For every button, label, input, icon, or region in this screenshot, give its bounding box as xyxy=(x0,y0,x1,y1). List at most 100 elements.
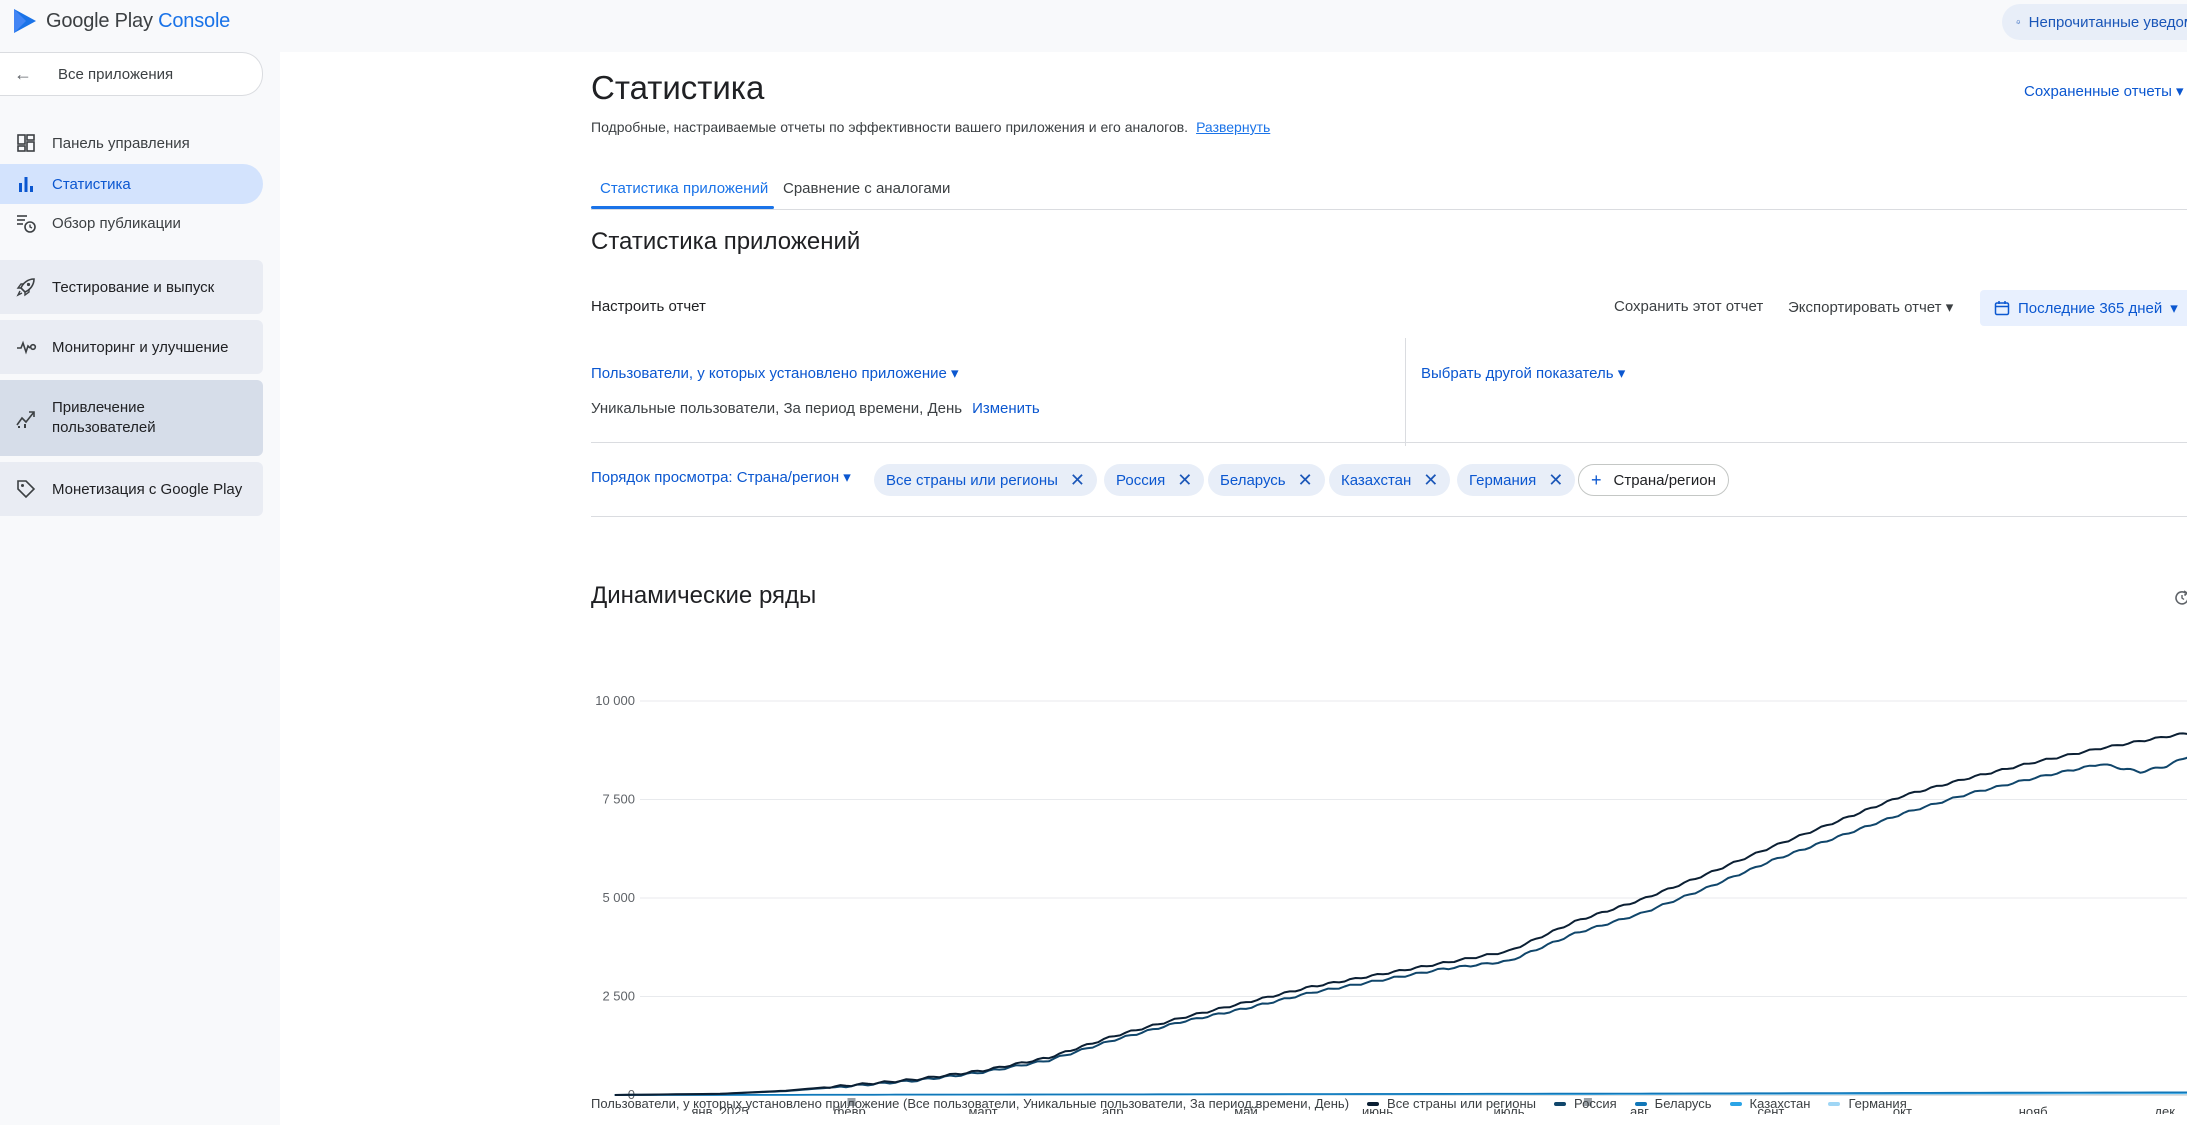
logo-console: Console xyxy=(158,9,231,32)
caret-down-icon: ▾ xyxy=(1617,365,1626,382)
all-apps-button[interactable]: ← Все приложения xyxy=(0,52,263,96)
bell-icon xyxy=(2016,19,2021,25)
tab-peer-comparison[interactable]: Сравнение с аналогами xyxy=(783,180,951,197)
chart-legend: Пользователи, у которых установлено прил… xyxy=(591,1096,1907,1111)
sidebar-group-label: Привлечение пользователей xyxy=(52,398,156,438)
legend-swatch xyxy=(1729,1101,1742,1106)
close-icon[interactable]: ✕ xyxy=(1423,469,1439,490)
annotation-marker[interactable] xyxy=(847,1098,856,1106)
play-logo-icon xyxy=(14,9,36,33)
legend-item-kazakhstan[interactable]: Казахстан xyxy=(1729,1096,1811,1111)
top-bar: Google Play Console Непрочитанные уведом… xyxy=(0,0,2187,52)
metrics-divider xyxy=(1405,338,1406,446)
logo-google-play: Google Play xyxy=(46,9,153,32)
chip-germany[interactable]: Германия ✕ xyxy=(1457,464,1576,496)
x-tick-label: март xyxy=(968,1104,997,1114)
legend-item-germany[interactable]: Германия xyxy=(1828,1096,1907,1111)
dashboard-icon xyxy=(0,133,52,153)
saved-reports-button[interactable]: Сохраненные отчеты ▾ xyxy=(2024,82,2184,100)
secondary-metric-dropdown[interactable]: Выбрать другой показатель ▾ xyxy=(1421,364,1625,382)
series-line-2[interactable] xyxy=(614,1091,2187,1096)
chip-label: Германия xyxy=(1469,471,1537,489)
legend-label: Россия xyxy=(1574,1096,1617,1111)
google-play-console-logo[interactable]: Google Play Console xyxy=(12,6,230,36)
x-tick-label: июль xyxy=(1493,1104,1524,1114)
caret-down-icon: ▾ xyxy=(2170,300,2178,317)
close-icon[interactable]: ✕ xyxy=(1297,469,1313,490)
sidebar-group-monitoring[interactable]: Мониторинг и улучшение xyxy=(0,320,263,374)
sidebar-group-user-acquisition[interactable]: Привлечение пользователей xyxy=(0,380,263,456)
legend-label: Все страны или регионы xyxy=(1387,1096,1537,1111)
primary-metric-dropdown[interactable]: Пользователи, у которых установлено прил… xyxy=(591,364,959,382)
chip-all-countries[interactable]: Все страны или регионы ✕ xyxy=(874,464,1098,496)
arrow-back-icon: ← xyxy=(14,63,32,84)
close-icon[interactable]: ✕ xyxy=(1548,469,1564,490)
x-tick-label: янв. 2025 xyxy=(691,1104,748,1114)
change-link[interactable]: Изменить xyxy=(972,400,1040,417)
rocket-icon xyxy=(0,276,52,298)
date-range-button[interactable]: Последние 365 дней ▾ xyxy=(1980,290,2187,326)
chip-belarus[interactable]: Беларусь ✕ xyxy=(1208,464,1325,496)
legend-caption: Пользователи, у которых установлено прил… xyxy=(591,1096,1350,1111)
caret-down-icon: ▾ xyxy=(951,365,959,382)
legend-swatch xyxy=(1554,1101,1567,1106)
sidebar-group-testing-release[interactable]: Тестирование и выпуск xyxy=(0,260,263,314)
tabs-divider xyxy=(591,209,2187,210)
y-tick-label: 2 500 xyxy=(602,989,635,1004)
tag-icon xyxy=(0,478,52,500)
x-tick-label: окт. xyxy=(1893,1104,1914,1114)
sidebar-group-monetization[interactable]: Монетизация с Google Play xyxy=(0,462,263,516)
all-apps-label: Все приложения xyxy=(58,65,174,83)
y-tick-label: 7 500 xyxy=(602,792,635,807)
close-icon[interactable]: ✕ xyxy=(1069,469,1086,490)
legend-item-belarus[interactable]: Беларусь xyxy=(1634,1096,1712,1111)
x-tick-label: дек. xyxy=(2154,1104,2178,1114)
caret-down-icon: ▾ xyxy=(2176,83,2184,100)
x-tick-label: апр. xyxy=(1102,1104,1127,1114)
subtitle-text: Подробные, настраиваемые отчеты по эффек… xyxy=(591,119,1189,135)
x-tick-label: февр. xyxy=(834,1104,870,1114)
sidebar-item-statistics[interactable]: Статистика xyxy=(0,164,263,204)
chip-label: Казахстан xyxy=(1341,471,1412,489)
sidebar-item-dashboard[interactable]: Панель управления xyxy=(0,123,263,163)
legend-item-russia[interactable]: Россия xyxy=(1554,1096,1617,1111)
chip-kazakhstan[interactable]: Казахстан ✕ xyxy=(1329,464,1451,496)
close-icon[interactable]: ✕ xyxy=(1177,469,1193,490)
sidebar: ← Все приложения Панель управления Стати… xyxy=(0,52,275,1125)
add-country-chip[interactable]: + Страна/регион xyxy=(1578,464,1729,496)
refresh-icon[interactable] xyxy=(2173,589,2187,607)
caret-down-icon: ▾ xyxy=(1945,299,1954,316)
page-title: Статистика xyxy=(591,69,765,106)
legend-label: Беларусь xyxy=(1654,1096,1712,1111)
order-by-dropdown[interactable]: Порядок просмотра: Страна/регион ▾ xyxy=(591,468,851,486)
notifications-button[interactable]: Непрочитанные уведомления xyxy=(2002,4,2187,40)
sidebar-item-label: Обзор публикации xyxy=(52,214,181,232)
chip-russia[interactable]: Россия ✕ xyxy=(1104,464,1205,496)
chip-label: Все страны или регионы xyxy=(886,471,1058,489)
date-range-label: Последние 365 дней xyxy=(2018,299,2163,317)
series-line-1[interactable] xyxy=(614,748,2187,1096)
export-report-button[interactable]: Экспортировать отчет ▾ xyxy=(1788,298,1953,316)
notifications-label: Непрочитанные уведомления xyxy=(2028,13,2187,31)
logo-text: Google Play Console xyxy=(46,10,230,33)
annotation-marker[interactable] xyxy=(1583,1098,1592,1106)
legend-swatch xyxy=(1634,1101,1647,1106)
legend-label: Казахстан xyxy=(1749,1096,1811,1111)
save-report-button[interactable]: Сохранить этот отчет xyxy=(1614,298,1764,315)
legend-item-all[interactable]: Все страны или регионы xyxy=(1367,1096,1536,1111)
main-content: Статистика Сохраненные отчеты ▾ Подробны… xyxy=(280,52,2187,1125)
export-report-label: Экспортировать отчет xyxy=(1788,299,1942,316)
active-tab-indicator xyxy=(591,206,774,209)
sidebar-group-label-line2: пользователей xyxy=(52,419,156,436)
expand-link[interactable]: Развернуть xyxy=(1196,119,1271,135)
legend-swatch xyxy=(1367,1101,1380,1106)
y-tick-label: 5 000 xyxy=(602,890,635,905)
x-tick-label: сент. xyxy=(1757,1104,1786,1114)
sidebar-item-publishing-overview[interactable]: Обзор публикации xyxy=(0,203,263,243)
series-line-0[interactable] xyxy=(614,730,2187,1096)
plus-icon: + xyxy=(1591,469,1602,490)
chip-label: Беларусь xyxy=(1220,471,1286,489)
sidebar-group-label: Мониторинг и улучшение xyxy=(52,338,229,356)
tab-app-statistics[interactable]: Статистика приложений xyxy=(600,180,769,197)
